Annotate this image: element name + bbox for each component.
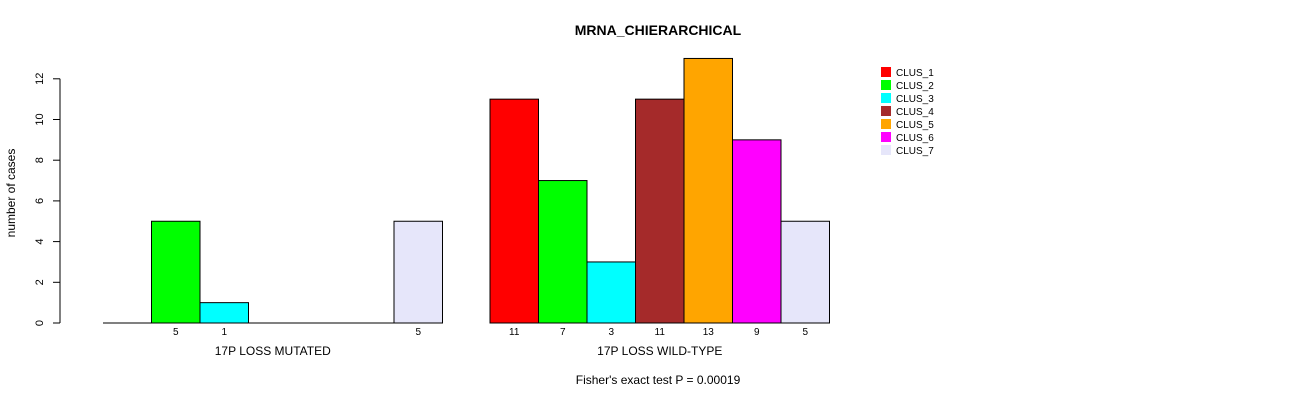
- bar-count-label: 13: [703, 327, 715, 338]
- legend-swatch-clus_4: [881, 106, 891, 116]
- legend-label-clus_4: CLUS_4: [896, 107, 934, 118]
- bar-17p-loss-mutated-clus_7: [393, 220, 443, 324]
- legend-swatch-clus_1: [881, 67, 891, 77]
- bar-count-label: 11: [509, 327, 520, 338]
- bar-count-label: 3: [608, 327, 614, 338]
- bar-17p-loss-mutated-clus_3: [199, 302, 249, 324]
- y-axis: 0 2 4 6 8 10 12: [34, 73, 61, 326]
- legend-swatch-clus_3: [881, 93, 891, 103]
- group-label: 17P LOSS WILD-TYPE: [597, 344, 722, 358]
- bar-17p-loss-wild-type-clus_3: [586, 261, 636, 324]
- count-labels: 5 1 5 11 7 3 11 13 9 5: [173, 327, 809, 338]
- bar-17p-loss-wild-type-clus_1: [489, 98, 539, 324]
- legend-swatch-clus_7: [881, 145, 891, 155]
- fisher-test-annotation: Fisher's exact test P = 0.00019: [576, 373, 741, 387]
- y-axis-label: number of cases: [4, 149, 18, 238]
- bar-17p-loss-wild-type-clus_4: [635, 98, 685, 324]
- legend-label-clus_7: CLUS_7: [896, 146, 934, 157]
- y-tick-label: 6: [34, 198, 46, 204]
- bar-count-label: 5: [173, 327, 179, 338]
- legend-label-clus_3: CLUS_3: [896, 94, 934, 105]
- legend-label-clus_2: CLUS_2: [896, 81, 934, 92]
- chart-title: MRNA_CHIERARCHICAL: [575, 22, 742, 38]
- bar-count-label: 11: [655, 327, 666, 338]
- y-tick-label: 2: [34, 279, 46, 285]
- legend-swatch-clus_6: [881, 132, 891, 142]
- y-tick-label: 8: [34, 157, 46, 163]
- legend: CLUS_1 CLUS_2 CLUS_3 CLUS_4 CLUS_5 CLUS_6 CLUS…: [881, 67, 934, 157]
- y-tick-label: 0: [34, 320, 46, 326]
- y-tick-label: 12: [34, 73, 46, 85]
- bar-count-label: 1: [221, 327, 227, 338]
- bar-17p-loss-wild-type-clus_6: [732, 139, 782, 324]
- legend-swatch-clus_5: [881, 119, 891, 129]
- group-label: 17P LOSS MUTATED: [215, 344, 331, 358]
- bars: [103, 57, 830, 324]
- bar-count-label: 9: [754, 327, 760, 338]
- bar-17p-loss-mutated-clus_2: [151, 220, 201, 324]
- legend-swatch-clus_2: [881, 80, 891, 90]
- y-tick-label: 10: [34, 113, 46, 125]
- bar-count-label: 5: [415, 327, 421, 338]
- y-tick-label: 4: [34, 239, 46, 245]
- legend-label-clus_5: CLUS_5: [896, 120, 934, 131]
- bar-count-label: 7: [560, 327, 566, 338]
- legend-label-clus_6: CLUS_6: [896, 133, 934, 144]
- bar-17p-loss-wild-type-clus_7: [780, 220, 830, 324]
- bar-17p-loss-wild-type-clus_5: [683, 57, 733, 324]
- bar-count-label: 5: [802, 327, 808, 338]
- group-labels: 17P LOSS MUTATED 17P LOSS WILD-TYPE: [215, 344, 723, 358]
- legend-label-clus_1: CLUS_1: [896, 68, 934, 79]
- bar-17p-loss-wild-type-clus_2: [538, 180, 588, 324]
